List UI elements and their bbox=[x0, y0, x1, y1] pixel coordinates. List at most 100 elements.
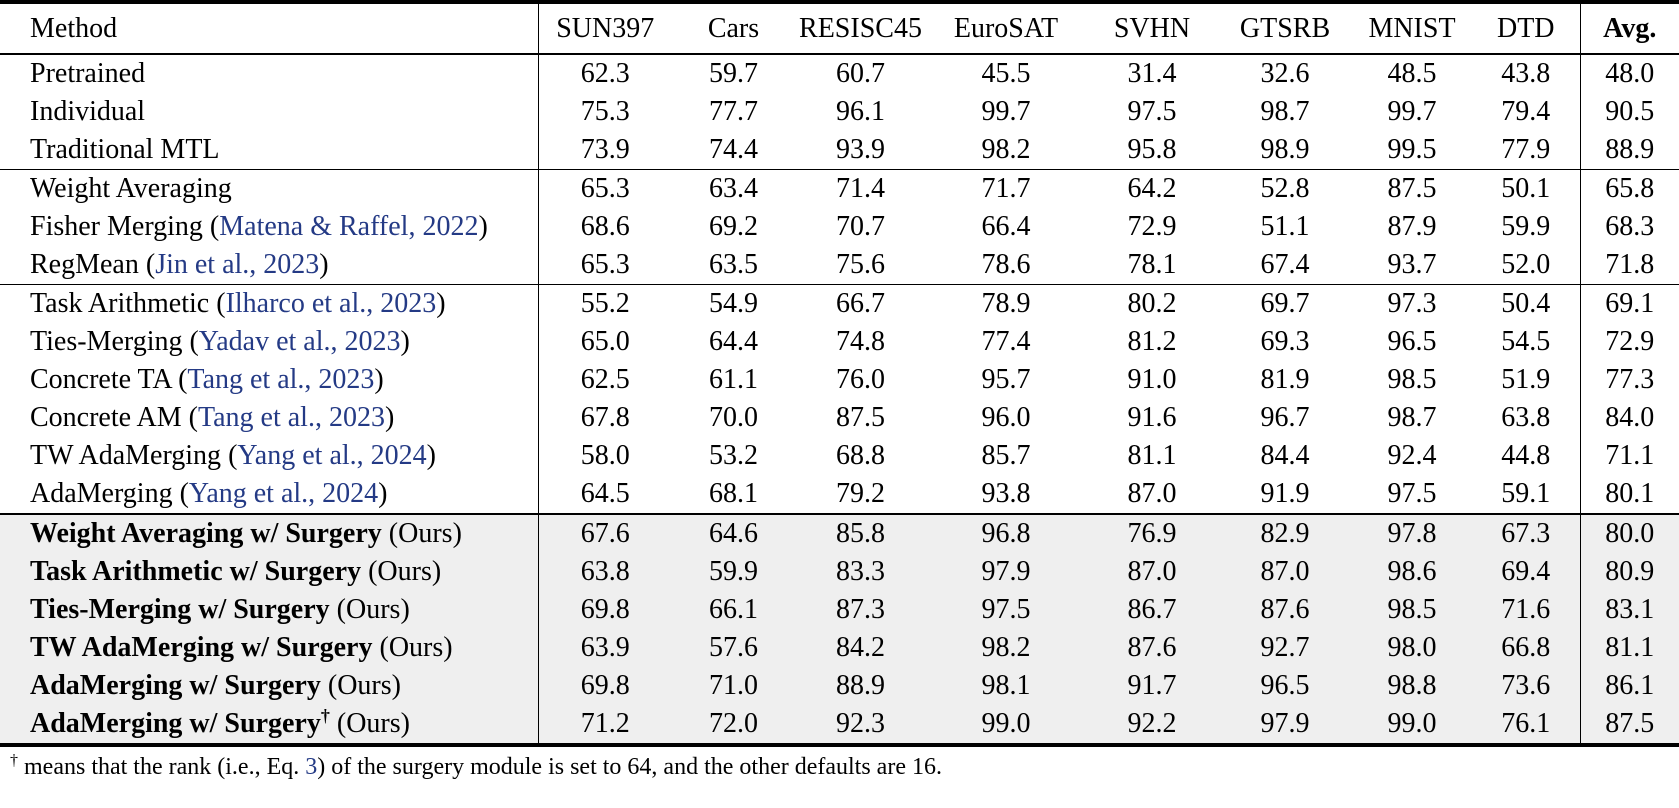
ours-label: Ours bbox=[388, 632, 444, 663]
score-cell: 52.8 bbox=[1218, 169, 1352, 208]
table-row: Task Arithmetic (Ilharco et al., 2023) 55… bbox=[0, 284, 1679, 323]
score-cell: 95.8 bbox=[1127, 134, 1177, 165]
method-name: AdaMerging bbox=[30, 478, 173, 509]
avg-cell: 69.1 bbox=[1580, 284, 1679, 323]
table-row: AdaMerging w/ Surgery† (Ours) 71.2 72.0 92.… bbox=[0, 705, 1679, 745]
score-cell: 67.4 bbox=[1260, 249, 1310, 280]
ours-label: Ours bbox=[377, 556, 432, 587]
score-cell: 76.0 bbox=[836, 364, 885, 395]
score-cell: 59.9 bbox=[672, 553, 795, 591]
score-cell: 65.0 bbox=[580, 326, 630, 357]
score-cell: 99.7 bbox=[1387, 96, 1437, 127]
score-cell: 87.6 bbox=[1086, 629, 1218, 667]
table-row: AdaMerging (Yang et al., 2024) 64.5 68.1 79… bbox=[0, 475, 1679, 514]
column-header: SUN397 bbox=[538, 2, 672, 55]
score-cell: 69.7 bbox=[1218, 284, 1352, 323]
score-cell: 80.2 bbox=[1086, 284, 1218, 323]
score-cell: 68.8 bbox=[836, 440, 885, 471]
score-cell: 92.4 bbox=[1387, 440, 1437, 471]
score-cell: 87.3 bbox=[795, 591, 926, 629]
score-cell: 31.4 bbox=[1127, 58, 1177, 89]
footnote: † means that the rank (i.e., Eq. 3) of t… bbox=[0, 747, 1679, 782]
score-cell: 71.6 bbox=[1472, 591, 1581, 629]
column-header-method: Method bbox=[0, 2, 539, 55]
score-cell: 96.5 bbox=[1387, 326, 1437, 357]
score-cell: 69.2 bbox=[709, 211, 758, 242]
score-cell: 69.8 bbox=[538, 667, 672, 705]
score-cell: 66.7 bbox=[795, 284, 926, 323]
avg-cell: 80.9 bbox=[1580, 553, 1679, 591]
score-cell: 98.8 bbox=[1352, 667, 1472, 705]
score-cell: 60.7 bbox=[836, 58, 885, 89]
avg-cell: 65.8 bbox=[1580, 169, 1679, 208]
table-header: Method SUN397 Cars RESISC45 EuroSAT SVHN GTSRB… bbox=[0, 2, 1679, 55]
score-cell: 97.9 bbox=[926, 553, 1086, 591]
avg-cell: 87.5 bbox=[1580, 705, 1679, 745]
citation-link[interactable]: Jin et al., 2023 bbox=[155, 249, 320, 280]
avg-cell: 84.0 bbox=[1605, 402, 1655, 433]
score-cell: 57.6 bbox=[672, 629, 795, 667]
score-cell: 98.7 bbox=[1387, 402, 1437, 433]
score-cell: 81.2 bbox=[1127, 326, 1177, 357]
citation-link[interactable]: Tang et al., 2023 bbox=[197, 402, 385, 433]
score-cell: 91.7 bbox=[1086, 667, 1218, 705]
method-cell: Concrete TA (Tang et al., 2023) bbox=[0, 361, 539, 399]
score-cell: 58.0 bbox=[580, 440, 630, 471]
avg-cell: 90.5 bbox=[1605, 96, 1655, 127]
score-cell: 63.4 bbox=[672, 169, 795, 208]
score-cell: 97.5 bbox=[926, 591, 1086, 629]
score-cell: 48.5 bbox=[1387, 58, 1437, 89]
score-cell: 50.1 bbox=[1472, 169, 1581, 208]
score-cell: 74.8 bbox=[836, 326, 885, 357]
score-cell: 68.1 bbox=[709, 478, 758, 509]
score-cell: 55.2 bbox=[538, 284, 672, 323]
score-cell: 96.1 bbox=[836, 96, 885, 127]
method-name: AdaMerging w/ Surgery bbox=[30, 670, 321, 701]
score-cell: 98.7 bbox=[1260, 96, 1310, 127]
citation-link[interactable]: Yang et al., 2024 bbox=[237, 440, 427, 471]
method-name: Ties-Merging w/ Surgery bbox=[30, 594, 330, 625]
column-header: DTD bbox=[1472, 2, 1581, 55]
citation-link[interactable]: Yang et al., 2024 bbox=[188, 478, 379, 509]
score-cell: 45.5 bbox=[981, 58, 1031, 89]
score-cell: 97.9 bbox=[1218, 705, 1352, 745]
score-cell: 69.3 bbox=[1260, 326, 1310, 357]
score-cell: 98.2 bbox=[981, 134, 1031, 165]
score-cell: 83.3 bbox=[795, 553, 926, 591]
score-cell: 32.6 bbox=[1260, 58, 1310, 89]
method-name: RegMean bbox=[30, 249, 139, 280]
score-cell: 71.2 bbox=[538, 705, 672, 745]
score-cell: 78.1 bbox=[1127, 249, 1177, 280]
score-cell: 66.4 bbox=[981, 211, 1031, 242]
score-cell: 71.4 bbox=[795, 169, 926, 208]
score-cell: 87.0 bbox=[1127, 478, 1177, 509]
citation-link[interactable]: Ilharco et al., 2023 bbox=[225, 288, 437, 319]
score-cell: 66.1 bbox=[672, 591, 795, 629]
column-header: GTSRB bbox=[1218, 2, 1352, 55]
score-cell: 99.0 bbox=[926, 705, 1086, 745]
score-cell: 98.6 bbox=[1352, 553, 1472, 591]
table-row: Task Arithmetic w/ Surgery (Ours) 63.8 59.… bbox=[0, 553, 1679, 591]
table-row: Weight Averaging 65.3 63.4 71.4 71.7 64.2 52.8… bbox=[0, 169, 1679, 208]
header-row: Method SUN397 Cars RESISC45 EuroSAT SVHN GTSRB… bbox=[0, 2, 1679, 55]
score-cell: 81.9 bbox=[1260, 364, 1310, 395]
score-cell: 92.2 bbox=[1086, 705, 1218, 745]
score-cell: 96.0 bbox=[981, 402, 1031, 433]
method-name: Traditional MTL bbox=[30, 134, 220, 165]
citation-link[interactable]: Matena & Raffel, 2022 bbox=[219, 211, 479, 242]
table-row: RegMean (Jin et al., 2023) 65.3 63.5 75.6 78… bbox=[0, 246, 1679, 285]
score-cell: 43.8 bbox=[1472, 54, 1581, 93]
table-row: Concrete TA (Tang et al., 2023) 62.5 61.1 7… bbox=[0, 361, 1679, 399]
avg-cell: 68.3 bbox=[1605, 211, 1655, 242]
column-header: MNIST bbox=[1352, 2, 1472, 55]
column-header: RESISC45 bbox=[795, 2, 926, 55]
citation-link[interactable]: Tang et al., 2023 bbox=[187, 364, 375, 395]
score-cell: 98.5 bbox=[1387, 364, 1437, 395]
score-cell: 63.5 bbox=[709, 249, 758, 280]
score-cell: 64.2 bbox=[1086, 169, 1218, 208]
eq-ref-link[interactable]: 3 bbox=[305, 754, 318, 780]
score-cell: 67.8 bbox=[580, 402, 630, 433]
avg-cell: 72.9 bbox=[1605, 326, 1655, 357]
citation-link[interactable]: Yadav et al., 2023 bbox=[198, 326, 401, 357]
score-cell: 67.3 bbox=[1472, 513, 1581, 553]
